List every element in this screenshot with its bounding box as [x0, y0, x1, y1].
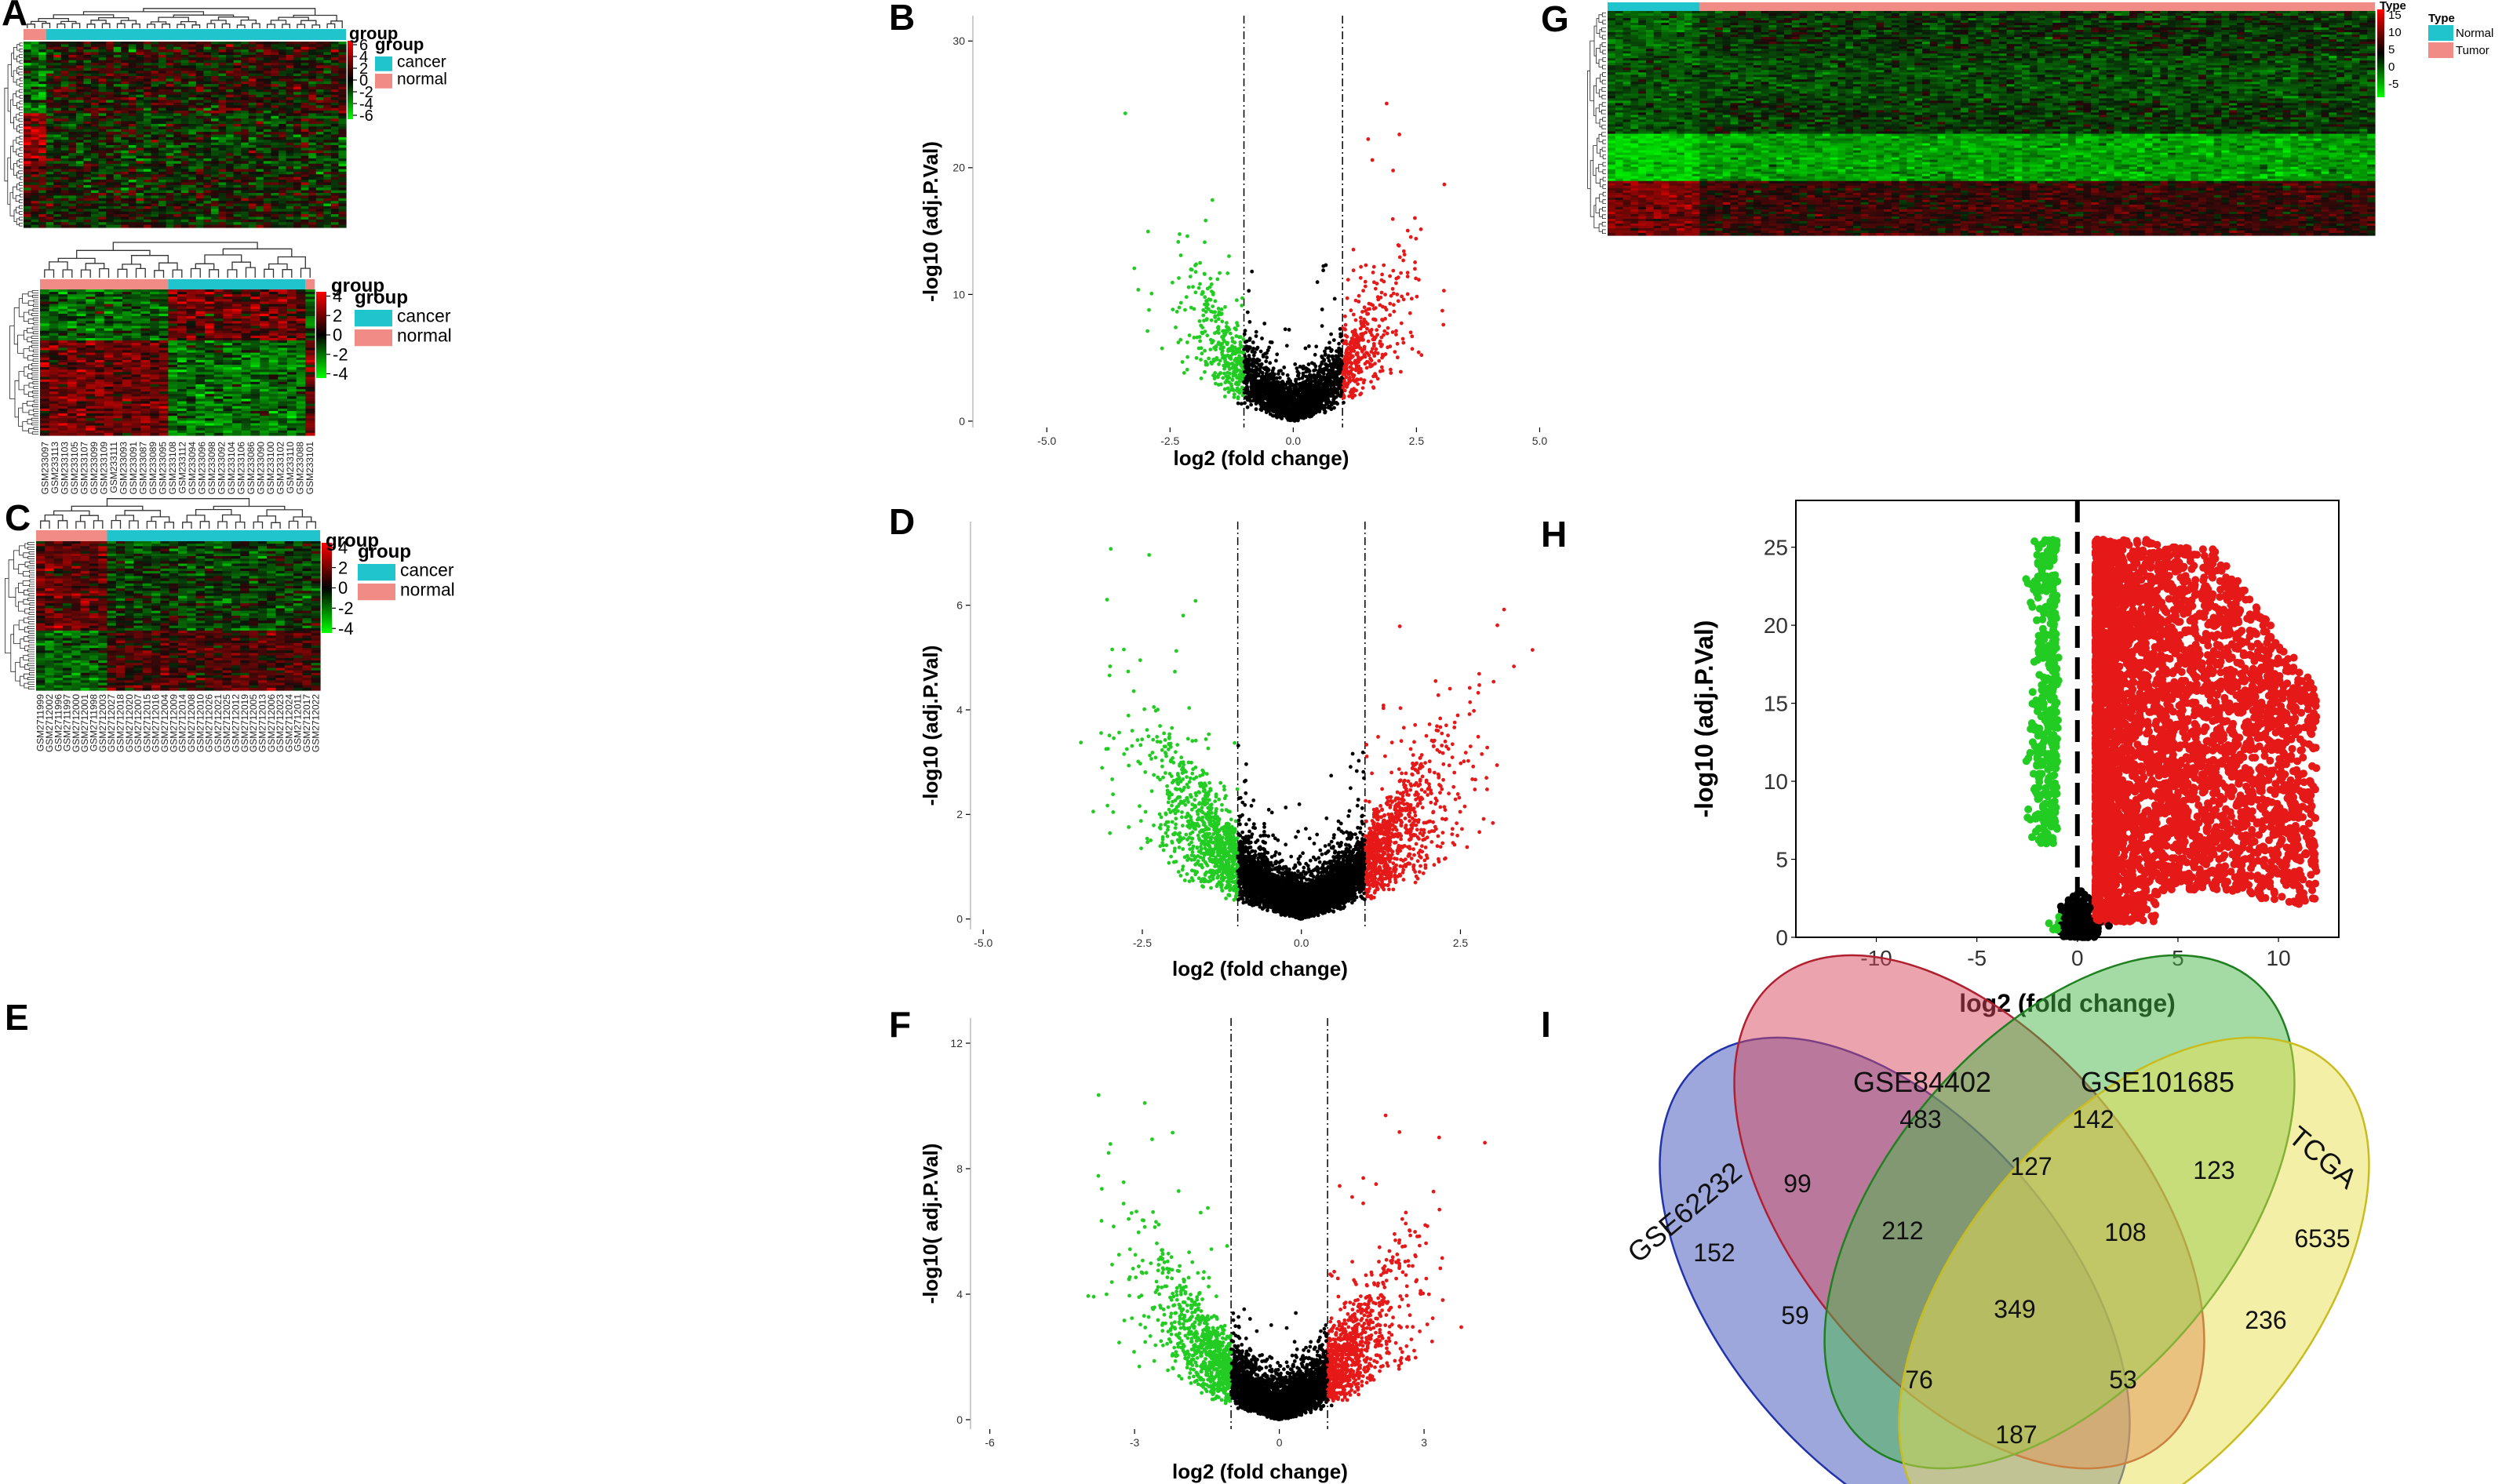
panel-label-h: H — [1541, 514, 1567, 555]
figure-canvas: A B C D E F G H I 6420-2-4-6groupgroupcancernorm… — [0, 0, 2502, 1484]
panel-label-g: G — [1541, 0, 1569, 39]
panel-label-f: F — [889, 1004, 911, 1045]
panel-label-i: I — [1541, 1004, 1551, 1045]
panel-label-c: C — [5, 497, 31, 538]
panel-label-a: A — [2, 0, 27, 33]
panel-label-b: B — [889, 0, 915, 38]
panel-label-e: E — [5, 997, 29, 1038]
panel-label-d: D — [889, 501, 915, 542]
